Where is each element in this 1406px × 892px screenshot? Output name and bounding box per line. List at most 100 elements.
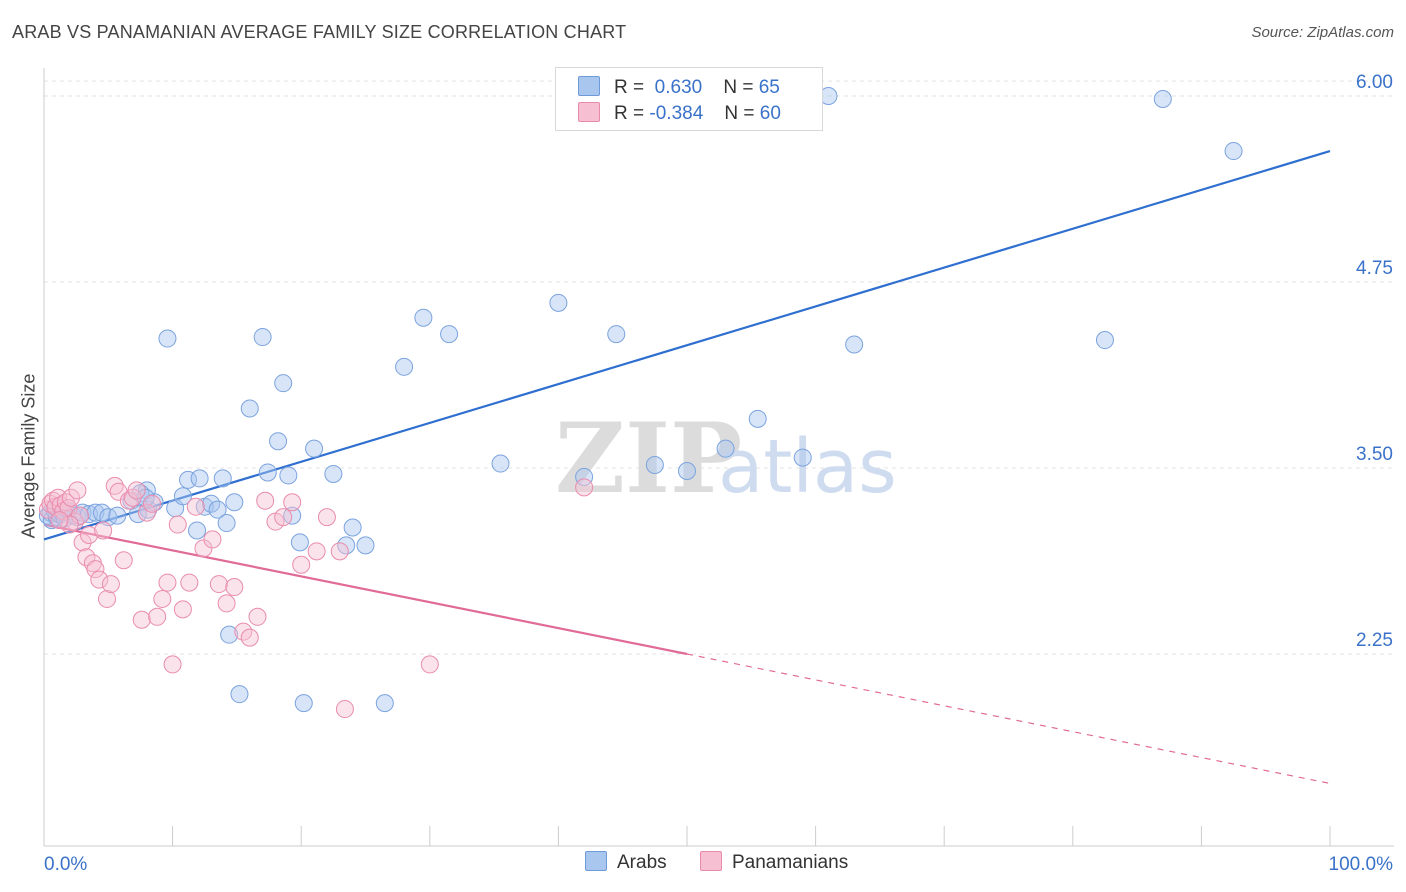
- source-label: Source: ZipAtlas.com: [1251, 24, 1394, 41]
- panamanian-point: [575, 478, 594, 497]
- watermark: ZIP atlas: [555, 402, 897, 515]
- arab-point: [99, 508, 118, 527]
- arab-point: [208, 500, 227, 519]
- y-tick-label: 4.75: [1356, 258, 1393, 279]
- arab-point: [324, 464, 343, 483]
- panamanian-point: [283, 493, 302, 512]
- panamanian-point: [73, 533, 92, 552]
- legend-item-arabs[interactable]: Arabs: [585, 851, 667, 874]
- panamanian-point: [256, 491, 275, 510]
- legend-n-label: N =: [724, 103, 755, 124]
- x-tick-label: 100.0%: [1329, 854, 1394, 875]
- panamanian-point: [240, 628, 259, 647]
- arab-point: [1153, 89, 1172, 108]
- panamanian-point: [274, 508, 293, 527]
- arab-point: [395, 357, 414, 376]
- legend-r-value: -0.384: [649, 103, 704, 124]
- legend-swatch-panamanians: [578, 102, 600, 122]
- arab-point: [645, 456, 664, 475]
- arab-point: [678, 461, 696, 480]
- trend-lines: [43, 150, 1331, 785]
- arab-point: [240, 399, 259, 418]
- arab-point: [274, 374, 293, 393]
- panamanian-point: [94, 521, 113, 540]
- panamanian-point: [163, 655, 182, 674]
- arab-point: [225, 493, 244, 512]
- arab-point: [305, 439, 324, 458]
- legend-n-value: 60: [759, 103, 781, 124]
- legend-n-value: 65: [758, 77, 780, 98]
- panamanian-point: [132, 610, 151, 629]
- arab-point: [440, 325, 459, 344]
- arab-trend-line: [43, 150, 1331, 541]
- arab-point: [491, 454, 510, 473]
- panamanian-point: [168, 515, 187, 534]
- legend-r-label: R =: [614, 77, 645, 98]
- arab-point: [356, 536, 375, 555]
- arab-point: [343, 518, 362, 537]
- legend-row-panamanians: R = -0.384 N = 60: [578, 102, 781, 126]
- panamanian-point: [137, 503, 156, 522]
- legend-item-panamanians[interactable]: Panamanians: [700, 851, 848, 874]
- panamanian-point: [330, 542, 349, 561]
- panamanian-point: [71, 506, 90, 525]
- y-tick-label: 2.25: [1356, 630, 1393, 651]
- legend-label-arabs: Arabs: [617, 852, 667, 873]
- panamanian-point: [173, 600, 192, 619]
- legend-r-value: 0.630: [654, 77, 703, 98]
- arab-point: [845, 335, 864, 354]
- panamanian-point: [225, 578, 244, 597]
- panamanian-point: [60, 515, 79, 534]
- arab-point: [253, 328, 272, 347]
- arab-point: [220, 625, 239, 644]
- panamanian-point: [68, 481, 87, 500]
- panamanian-point: [203, 530, 222, 549]
- panamanian-point: [50, 511, 69, 530]
- panamanian-point: [148, 607, 167, 626]
- panamanian-point: [80, 525, 99, 544]
- arab-point: [1095, 331, 1114, 350]
- arab-point: [258, 463, 277, 482]
- arab-point: [128, 505, 147, 524]
- axes: [43, 68, 1394, 847]
- arab-point: [549, 293, 568, 312]
- panamanian-trend-extension: [686, 653, 1331, 785]
- y-tick-label: 6.00: [1356, 72, 1393, 93]
- arab-point: [173, 487, 192, 506]
- arab-point: [414, 308, 433, 327]
- panamanian-point: [317, 508, 336, 527]
- arab-point: [294, 694, 313, 713]
- arab-point: [213, 469, 232, 488]
- stats-legend: R = 0.630 N = 65 R = -0.384 N = 60: [555, 67, 823, 131]
- panamanian-point: [127, 481, 146, 500]
- panamanian-point: [153, 589, 172, 608]
- data-points: [38, 87, 1243, 719]
- legend-swatch-panamanians: [700, 851, 722, 871]
- watermark-atlas: atlas: [718, 424, 897, 510]
- arab-point: [793, 448, 812, 467]
- arab-point: [575, 467, 594, 486]
- panamanian-point: [101, 575, 120, 594]
- legend-n-label: N =: [723, 77, 754, 98]
- arab-point: [375, 694, 394, 713]
- arab-point: [716, 439, 735, 458]
- arab-point: [190, 469, 209, 488]
- arab-point: [290, 533, 309, 552]
- arab-point: [108, 506, 127, 525]
- panamanian-point: [86, 560, 105, 579]
- tick-labels: 2.25 3.50 4.75 6.00 0.0% 100.0%: [44, 72, 1393, 875]
- panamanian-point: [248, 607, 267, 626]
- arab-point: [748, 409, 767, 428]
- panamanian-point: [420, 655, 439, 674]
- watermark-zip: ZIP: [555, 402, 742, 515]
- arab-point: [607, 325, 626, 344]
- panamanian-point: [186, 497, 205, 516]
- panamanian-point: [307, 542, 326, 561]
- arab-point: [217, 514, 236, 533]
- arab-point: [283, 506, 302, 525]
- x-tick-label: 0.0%: [44, 854, 87, 875]
- panamanian-point: [209, 575, 228, 594]
- arab-point: [269, 432, 288, 451]
- arab-point: [1224, 142, 1243, 161]
